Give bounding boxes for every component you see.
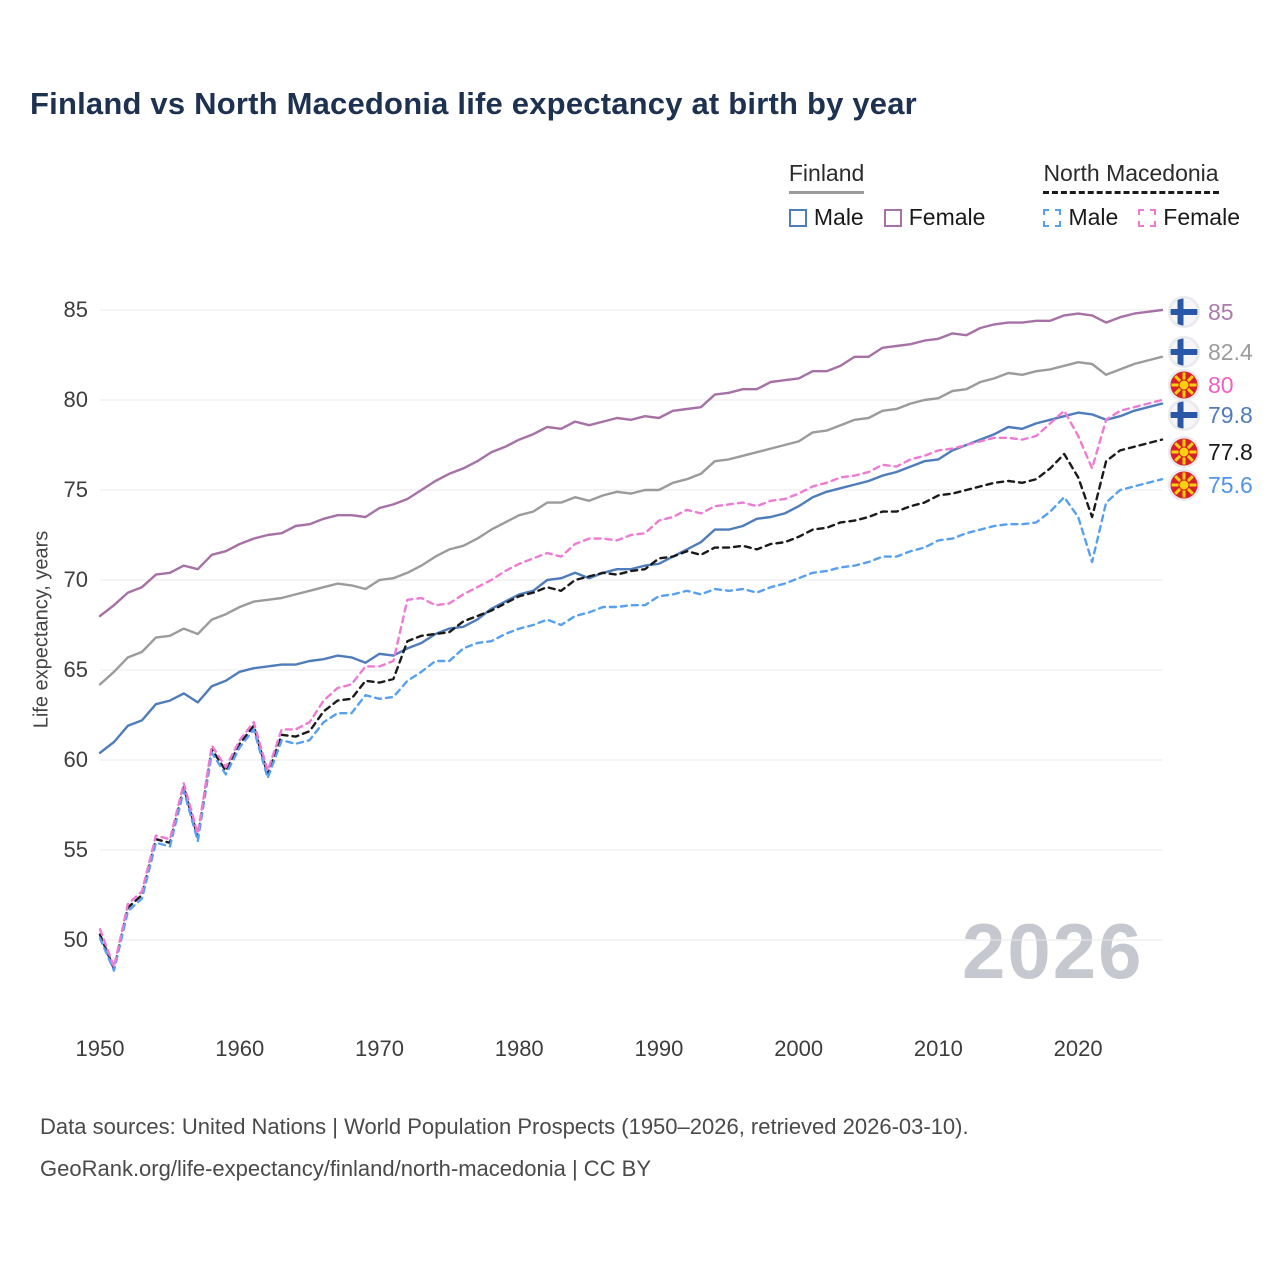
legend-north-macedonia-female-label: Female (1163, 204, 1240, 230)
x-tick-label: 1960 (215, 1036, 265, 1061)
end-label-value: 79.8 (1208, 401, 1253, 428)
north-macedonia-male-swatch-icon (1043, 208, 1062, 227)
footer-attribution: GeoRank.org/life-expectancy/finland/nort… (40, 1156, 652, 1181)
end-label-north-macedonia-total: 77.8 (1168, 436, 1253, 468)
north-macedonia-flag-icon (1168, 469, 1200, 501)
y-tick-label: 65 (63, 657, 88, 682)
legend-finland-header[interactable]: Finland (788, 160, 865, 194)
footer-data-sources: Data sources: United Nations | World Pop… (40, 1114, 969, 1139)
series-line-finland-total (98, 355, 1164, 686)
end-label-value: 85 (1208, 298, 1234, 325)
legend-item-north-macedonia-female[interactable]: Female (1138, 204, 1240, 231)
legend-group-finland: Finland Male Female (788, 160, 986, 231)
end-label-value: 82.4 (1208, 338, 1253, 365)
legend-finland-male-label: Male (813, 204, 864, 230)
series-line-north-macedonia-male (98, 478, 1164, 972)
finland-female-swatch-icon (883, 208, 902, 227)
finland-flag-icon (1168, 336, 1200, 368)
x-tick-label: 2020 (1053, 1036, 1103, 1061)
x-tick-label: 1980 (494, 1036, 544, 1061)
y-tick-label: 50 (63, 927, 88, 952)
y-tick-label: 80 (63, 387, 88, 412)
finland-flag-icon (1168, 399, 1200, 431)
north-macedonia-female-swatch-icon (1138, 208, 1157, 227)
x-tick-label: 2000 (774, 1036, 824, 1061)
legend-north-macedonia-header[interactable]: North Macedonia (1043, 160, 1219, 194)
end-label-value: 75.6 (1208, 471, 1253, 498)
x-tick-label: 2010 (913, 1036, 963, 1061)
chart-title: Finland vs North Macedonia life expectan… (30, 86, 917, 121)
legend-item-north-macedonia-male[interactable]: Male (1043, 204, 1118, 231)
y-tick-label: 70 (63, 567, 88, 592)
legend: Finland Male Female North Macedonia Male (788, 160, 1240, 231)
x-tick-label: 1970 (354, 1036, 404, 1061)
end-label-finland-female: 85 (1168, 296, 1234, 328)
end-label-value: 80 (1208, 371, 1234, 398)
finland-flag-icon (1168, 296, 1200, 328)
legend-finland-female-label: Female (908, 204, 986, 230)
north-macedonia-flag-icon (1168, 369, 1200, 401)
end-label-north-macedonia-female: 80 (1168, 369, 1234, 401)
end-label-finland-male: 79.8 (1168, 399, 1253, 431)
y-tick-label: 75 (63, 477, 88, 502)
series-line-north-macedonia-female (98, 398, 1164, 969)
series-line-north-macedonia-total (98, 438, 1164, 970)
y-tick-label: 60 (63, 747, 88, 772)
legend-group-north-macedonia: North Macedonia Male Female (1043, 160, 1240, 231)
end-label-value: 77.8 (1208, 438, 1253, 465)
x-tick-label: 1990 (634, 1036, 684, 1061)
end-label-north-macedonia-male: 75.6 (1168, 469, 1253, 501)
x-tick-label: 1950 (75, 1036, 125, 1061)
series-line-finland-male (98, 402, 1164, 754)
end-label-finland-total: 82.4 (1168, 336, 1253, 368)
north-macedonia-flag-icon (1168, 436, 1200, 468)
legend-item-finland-male[interactable]: Male (788, 204, 864, 231)
y-tick-label: 85 (63, 297, 88, 322)
legend-item-finland-female[interactable]: Female (883, 204, 986, 231)
footer: Data sources: United Nations | World Pop… (40, 1106, 969, 1190)
series-line-finland-female (98, 308, 1164, 618)
legend-finland-row: Male Female (788, 204, 986, 231)
y-tick-label: 55 (63, 837, 88, 862)
finland-male-swatch-icon (788, 208, 807, 227)
legend-north-macedonia-male-label: Male (1068, 204, 1119, 230)
legend-north-macedonia-row: Male Female (1043, 204, 1240, 231)
year-watermark: 2026 (962, 907, 1144, 995)
